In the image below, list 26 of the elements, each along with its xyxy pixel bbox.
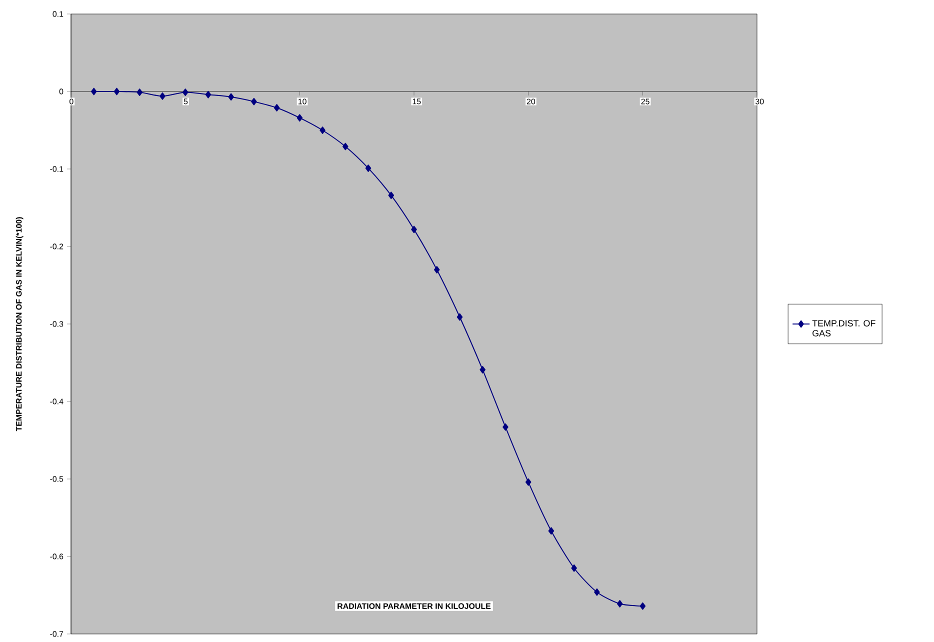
point [251, 98, 257, 106]
point [525, 478, 532, 486]
point [296, 114, 303, 122]
point [571, 564, 577, 572]
point [616, 600, 623, 608]
point [502, 423, 508, 431]
legend-label: TEMP.DIST. OF GAS [812, 320, 876, 336]
point [456, 313, 463, 321]
point [411, 226, 417, 234]
point [480, 366, 486, 374]
point [228, 93, 234, 101]
point [90, 88, 97, 96]
point [205, 90, 212, 98]
point [274, 104, 280, 112]
point [594, 588, 600, 596]
point [320, 126, 326, 134]
point [365, 164, 372, 172]
point [136, 88, 143, 96]
point [182, 88, 188, 96]
point [114, 88, 120, 96]
point [548, 527, 554, 535]
point [640, 602, 646, 610]
point [160, 92, 166, 100]
point [342, 142, 348, 150]
point [434, 266, 440, 274]
point [388, 192, 394, 200]
